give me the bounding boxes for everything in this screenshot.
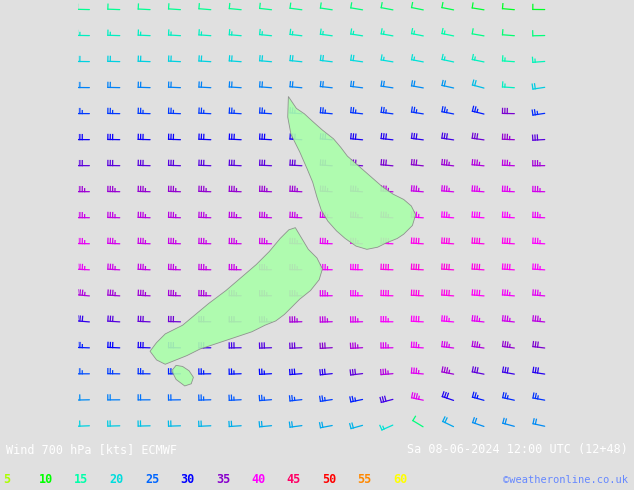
Text: 30: 30 — [181, 473, 195, 487]
Text: Sa 08-06-2024 12:00 UTC (12+48): Sa 08-06-2024 12:00 UTC (12+48) — [407, 443, 628, 456]
Text: 15: 15 — [74, 473, 88, 487]
Text: 45: 45 — [287, 473, 301, 487]
Text: 10: 10 — [39, 473, 53, 487]
Text: 55: 55 — [358, 473, 372, 487]
Text: 50: 50 — [322, 473, 337, 487]
Text: 35: 35 — [216, 473, 230, 487]
Polygon shape — [172, 366, 193, 386]
Text: 40: 40 — [251, 473, 266, 487]
Text: 60: 60 — [393, 473, 407, 487]
Polygon shape — [288, 97, 416, 249]
Text: ©weatheronline.co.uk: ©weatheronline.co.uk — [503, 475, 628, 485]
Text: 25: 25 — [145, 473, 159, 487]
Text: 20: 20 — [110, 473, 124, 487]
Text: 5: 5 — [3, 473, 10, 487]
Text: Wind 700 hPa [kts] ECMWF: Wind 700 hPa [kts] ECMWF — [6, 443, 178, 456]
Polygon shape — [150, 228, 323, 364]
